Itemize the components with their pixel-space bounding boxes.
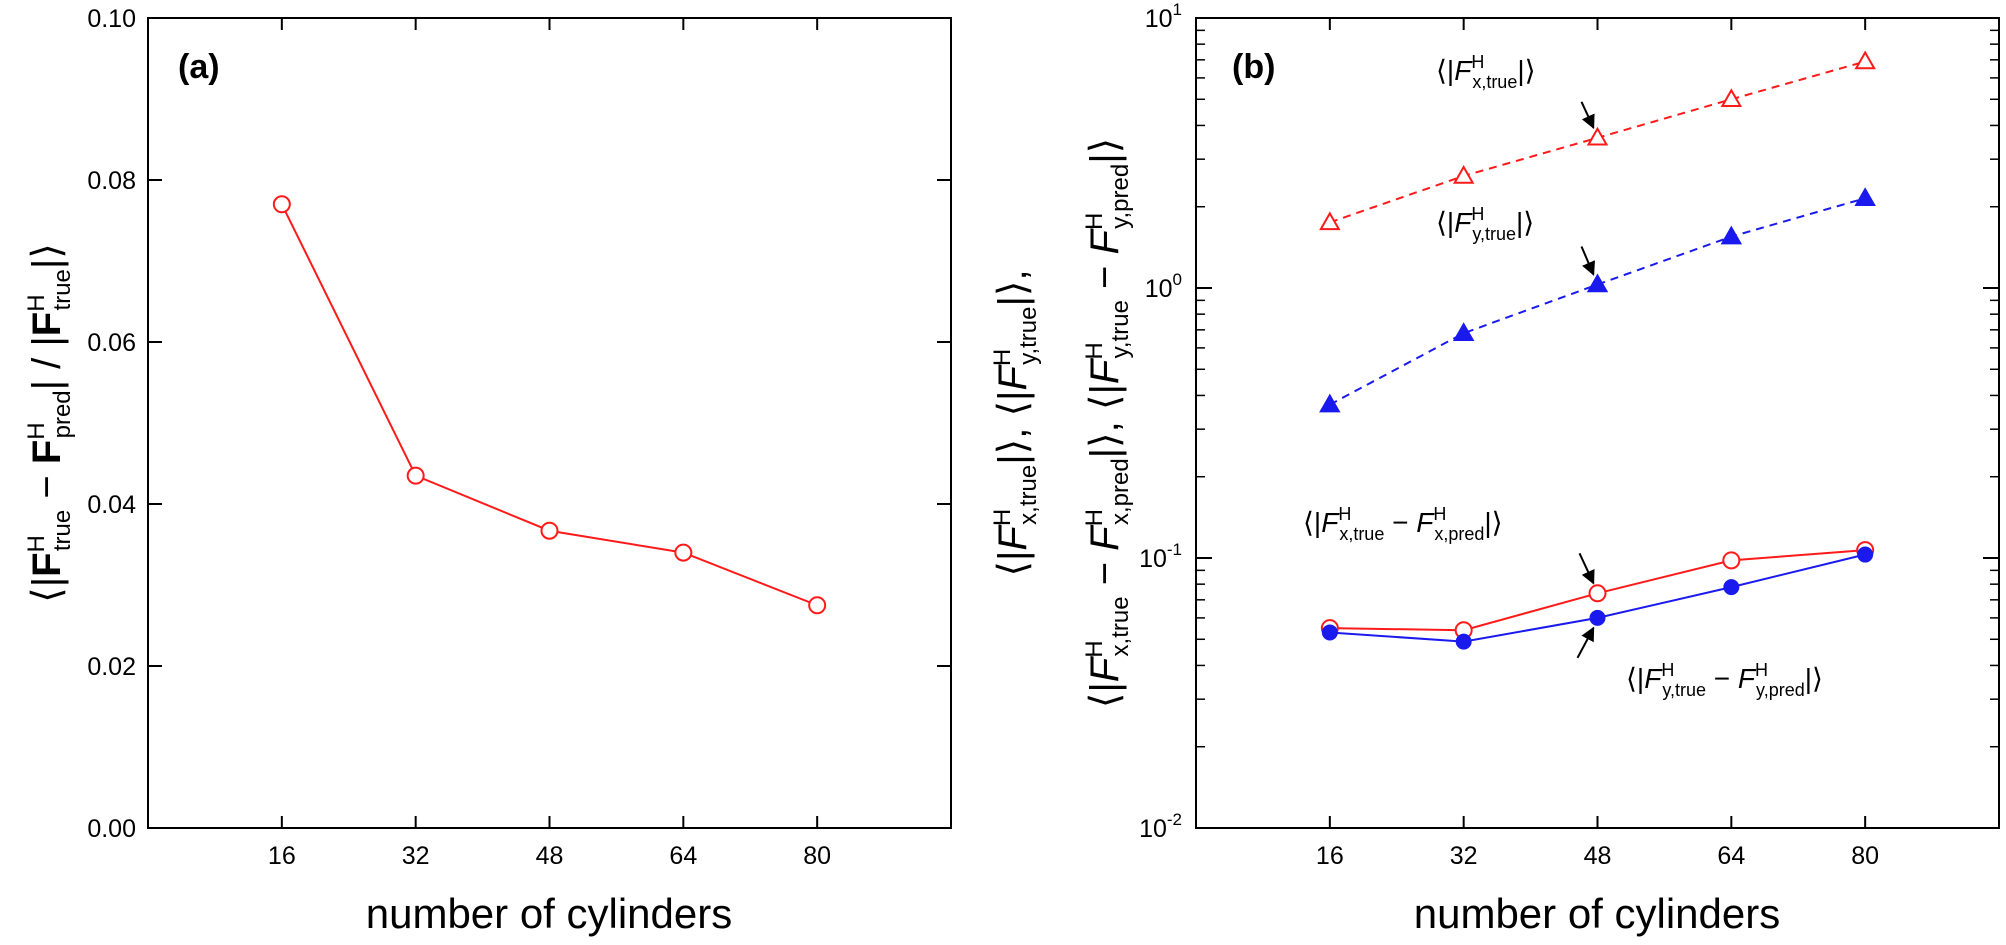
panel-a-plot-frame [147, 17, 952, 829]
data-point [1319, 211, 1341, 231]
data-point [540, 521, 559, 540]
data-point [1319, 393, 1341, 413]
panel-b-x-axis-title: number of cylinders [1414, 890, 1781, 937]
data-point [674, 543, 693, 562]
data-point [1455, 633, 1472, 650]
y-tick-label: 0.08 [87, 167, 136, 195]
x-tick-label: 16 [268, 842, 296, 870]
data-point [1854, 50, 1876, 70]
y-tick-label: 0.04 [87, 491, 136, 519]
data-point [1452, 164, 1475, 184]
y-tick-label: 101 [1145, 0, 1182, 33]
data-point [1723, 579, 1740, 596]
x-tick-label: 48 [1584, 842, 1612, 870]
x-tick-label: 32 [1450, 842, 1478, 870]
data-point [1854, 187, 1876, 206]
y-tick-label: 0.02 [87, 653, 136, 681]
y-tick-label: 10-2 [1139, 810, 1182, 843]
panel-a-y-axis-title: ⟨|FHtrue − FHpred| / |FHtrue|⟩ [23, 243, 76, 603]
y-tick-label: 0.10 [87, 5, 136, 33]
annotation-fy-error: ⟨|FH y,true − FH y,pred|⟩ [1626, 660, 1823, 700]
x-tick-label: 16 [1316, 842, 1344, 870]
panel-b-label: (b) [1232, 48, 1275, 86]
data-point [808, 596, 827, 615]
panel-b-y-axis-title-line1: ⟨|FHx,true|⟩, ⟨|FHy,true|⟩, [989, 269, 1042, 576]
data-point [1452, 322, 1475, 341]
data-point [1588, 584, 1607, 603]
data-point [1720, 88, 1743, 108]
panel-b: 10-2 10-1 100 101 16 32 48 64 80 (b) number of … [989, 0, 2000, 937]
annotation-arrow [1580, 101, 1595, 130]
data-point [1722, 551, 1741, 570]
data-point [272, 195, 291, 214]
data-point [1586, 126, 1609, 146]
panel-a-x-axis-title: number of cylinders [366, 890, 733, 937]
panel-b-x-ticks: 16 32 48 64 80 [1316, 18, 1879, 870]
data-point [1321, 624, 1338, 641]
y-tick-label: 0.06 [87, 329, 136, 357]
panel-b-y-axis-title-line2: ⟨|FHx,true − FHx,pred|⟩, ⟨|FHy,true − FH… [1081, 138, 1134, 708]
y-tick-label: 0.00 [87, 815, 136, 843]
series-line [1329, 197, 1866, 406]
panel-b-series [1319, 50, 1876, 650]
panel-a-x-ticks: 16 32 48 64 80 [268, 18, 831, 870]
x-tick-label: 48 [536, 842, 564, 870]
data-point [1720, 225, 1743, 245]
data-point [1589, 609, 1606, 626]
annotation-fx-true: ⟨|FH x,true|⟩ [1436, 52, 1536, 92]
x-tick-label: 80 [803, 842, 831, 870]
x-tick-label: 80 [1851, 842, 1879, 870]
panel-b-y-ticks: 10-2 10-1 100 101 [1139, 0, 1999, 843]
annotation-fx-error: ⟨|FH x,true − FH x,pred|⟩ [1303, 504, 1503, 544]
panel-a-series [272, 195, 827, 615]
data-point [1857, 546, 1874, 563]
x-tick-label: 64 [669, 842, 697, 870]
annotation-fy-true: ⟨|FH y,true|⟩ [1436, 204, 1534, 244]
panel-a: 0.000.020.040.060.080.10 16 32 48 64 80 (a) … [23, 5, 952, 937]
data-point [406, 466, 425, 485]
series-line [280, 203, 818, 607]
panel-b-annotation-arrows [1576, 101, 1595, 659]
panel-a-y-ticks: 0.00 0.02 0.04 0.06 0.08 0.10 [87, 5, 951, 843]
y-tick-label: 10-1 [1139, 540, 1182, 573]
panel-a-label: (a) [178, 48, 220, 86]
annotation-arrow [1576, 626, 1595, 659]
annotation-arrow [1580, 246, 1595, 276]
annotation-arrow [1578, 552, 1595, 585]
data-point [1586, 273, 1609, 293]
x-tick-label: 32 [402, 842, 430, 870]
y-tick-label: 100 [1145, 270, 1182, 303]
x-tick-label: 64 [1717, 842, 1745, 870]
